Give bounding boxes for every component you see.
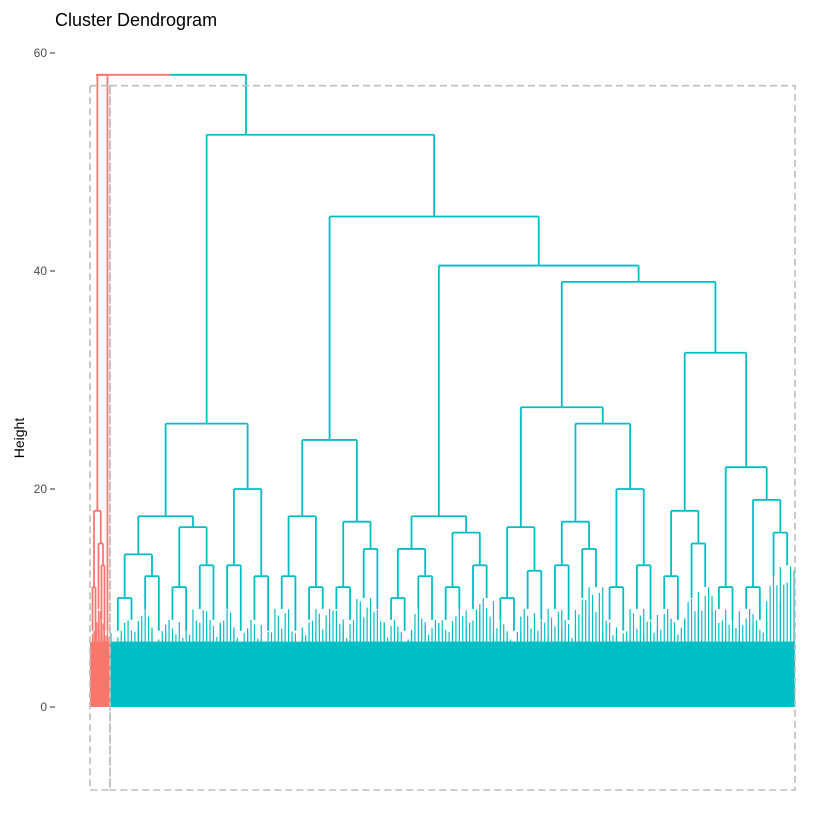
y-tick-label: 60 — [34, 46, 48, 60]
y-axis-label: Height — [11, 418, 27, 459]
cluster-rectangles — [89, 84, 796, 791]
y-axis: 0 20 40 60 — [34, 46, 55, 714]
chart-title: Cluster Dendrogram — [55, 10, 217, 30]
y-tick-label: 20 — [34, 482, 48, 496]
y-tick-label: 40 — [34, 264, 48, 278]
dendrogram-branches — [90, 73, 795, 707]
y-tick-label: 0 — [40, 700, 47, 714]
cluster-rectangle — [109, 84, 796, 791]
